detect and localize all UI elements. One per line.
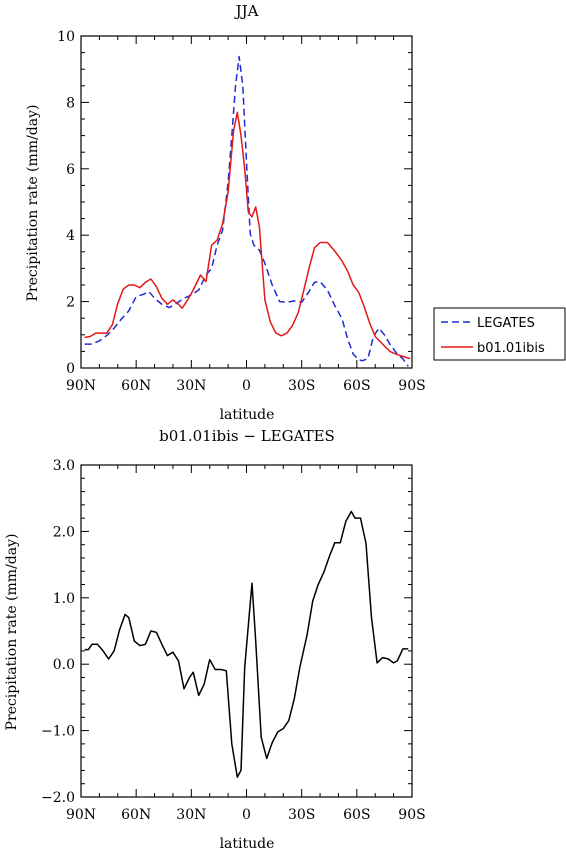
top-x-tick-label: 30N [176,378,206,394]
legend-box [433,307,566,361]
top-legend: LEGATES b01.01ibis [433,307,566,361]
top-x-tick-label: 90S [398,378,425,394]
top-y-axis-label: Precipitation rate (mm/day) [25,105,41,302]
top-y-tick-label: 6 [66,162,75,178]
top-x-tick-label: 0 [242,378,251,394]
bottom-y-tick-label: −1.0 [41,724,75,740]
bottom-x-axis-label: latitude [220,836,275,851]
top-y-tick-label: 10 [57,29,75,45]
top-axes: 90N 60N 30N 0 30S 60S 90S 0 2 4 6 8 10 [57,29,426,394]
bottom-panel-difference: b01.01ibis − LEGATES Precipitation rate … [4,427,426,851]
bottom-y-axis-label: Precipitation rate (mm/day) [4,534,20,731]
bottom-y-tick-label: 0.0 [53,657,75,673]
top-panel-jja: JJA Precipitation rate (mm/day) latitude… [25,2,566,423]
top-x-tick-label: 30S [288,378,315,394]
top-x-tick-label: 60S [343,378,370,394]
bottom-y-tick-label: 2.0 [53,524,75,540]
top-y-tick-label: 4 [66,228,75,244]
bottom-x-tick-label: 90N [66,807,96,823]
top-series-line-b01-01ibis [84,111,411,360]
top-x-tick-label: 60N [121,378,151,394]
legend-label-legates: LEGATES [477,316,535,331]
bottom-axes: 90N 60N 30N 0 30S 60S 90S −2.0 −1.0 0.0 1.0 2.0 3.0 [41,458,426,823]
bottom-series-group [84,510,409,778]
bottom-x-tick-label: 60N [121,807,151,823]
top-plot-frame [80,35,413,369]
bottom-series-line-difference [84,510,409,778]
top-series-group [84,55,411,367]
top-chart-title: JJA [234,2,259,20]
bottom-x-tick-label: 30S [288,807,315,823]
bottom-y-tick-label: 1.0 [53,591,75,607]
bottom-x-tick-label: 90S [398,807,425,823]
top-x-tick-label: 90N [66,378,96,394]
bottom-x-tick-label: 30N [176,807,206,823]
top-series-line-legates [84,55,409,367]
bottom-y-tick-label: −2.0 [41,790,75,806]
top-y-tick-label: 2 [66,295,75,311]
top-x-axis-label: latitude [220,407,275,423]
bottom-x-tick-label: 60S [343,807,370,823]
top-y-tick-label: 8 [66,95,75,111]
bottom-chart-title: b01.01ibis − LEGATES [159,427,335,445]
bottom-y-tick-label: 3.0 [53,458,75,474]
bottom-x-tick-label: 0 [242,807,251,823]
legend-label-b01-01ibis: b01.01ibis [477,341,545,356]
bottom-plot-frame [80,464,413,798]
top-y-tick-label: 0 [66,361,75,377]
